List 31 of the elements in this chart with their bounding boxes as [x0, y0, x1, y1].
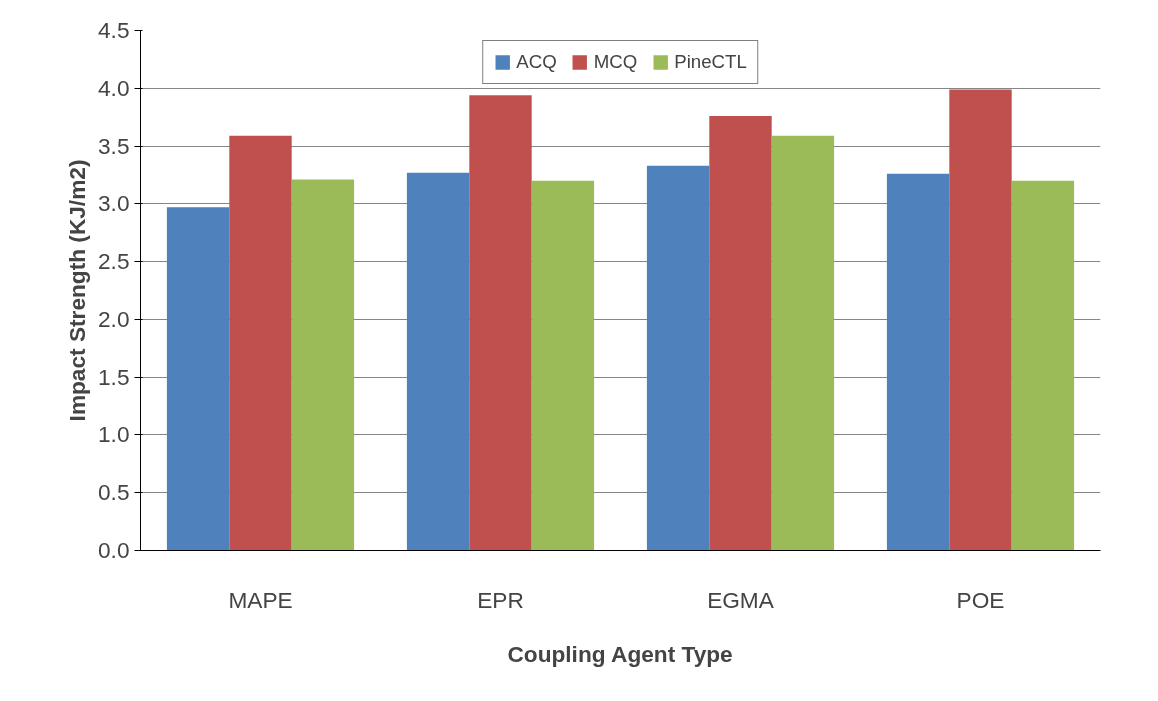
legend-label: MCQ — [593, 51, 638, 73]
bar — [469, 95, 532, 551]
bar — [291, 179, 355, 551]
bar — [166, 207, 230, 551]
bar — [229, 135, 292, 551]
legend-label: PineCTL — [674, 51, 747, 73]
legend-label: ACQ — [516, 51, 557, 73]
y-tick-label: 0.5 — [98, 479, 130, 506]
x-axis-title: Coupling Agent Type — [507, 640, 733, 667]
bar — [406, 172, 470, 551]
bar — [531, 180, 595, 551]
bar — [886, 173, 950, 551]
bar — [646, 165, 710, 551]
y-axis-title: Impact Strength (KJ/m2) — [64, 159, 90, 422]
x-tick-label: EGMA — [707, 586, 775, 613]
x-tick-label: POE — [956, 586, 1005, 613]
x-tick-label: EPR — [477, 586, 524, 613]
y-tick-label: 1.5 — [98, 363, 130, 390]
y-tick-label: 2.0 — [98, 305, 130, 332]
bar — [949, 89, 1012, 551]
y-tick-label: 4.5 — [98, 17, 130, 43]
y-tick-label: 1.0 — [98, 421, 130, 448]
bar — [1011, 180, 1075, 551]
y-tick-label: 4.0 — [98, 74, 130, 101]
y-tick-label: 3.0 — [98, 190, 130, 217]
bar — [771, 135, 835, 551]
x-tick-label: MAPE — [228, 586, 293, 613]
y-tick-label: 0.0 — [98, 537, 130, 563]
y-tick-label: 3.5 — [98, 132, 130, 159]
bar — [709, 116, 772, 551]
y-tick-label: 2.5 — [98, 248, 130, 275]
